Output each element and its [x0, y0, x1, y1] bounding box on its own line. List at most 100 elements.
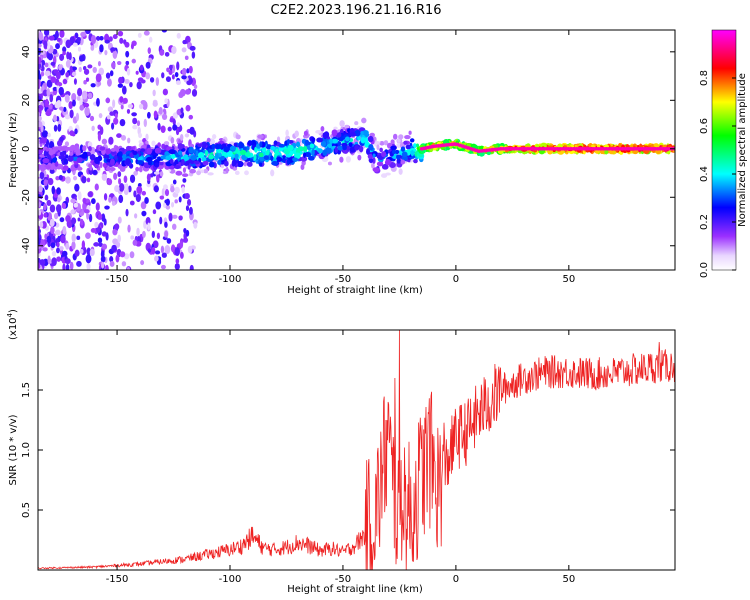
noise-blob [123, 175, 128, 183]
noise-blob [77, 217, 81, 222]
noise-blob [59, 53, 65, 61]
noise-blob [357, 154, 362, 161]
noise-blob [129, 81, 133, 88]
noise-blob [186, 68, 190, 74]
noise-blob [106, 115, 111, 120]
noise-blob [164, 98, 168, 104]
noise-blob [397, 138, 401, 143]
noise-blob [146, 173, 151, 182]
ridge-blob [320, 140, 327, 147]
noise-blob [119, 251, 126, 258]
noise-blob [75, 112, 80, 122]
ridge-blob [349, 146, 356, 153]
noise-blob [398, 134, 404, 140]
noise-blob [97, 237, 103, 244]
noise-blob [98, 242, 103, 247]
noise-blob [212, 134, 217, 140]
noise-blob [62, 225, 67, 235]
ridge-blob [146, 147, 153, 155]
noise-blob [285, 129, 289, 137]
noise-blob [56, 37, 61, 42]
noise-blob [38, 120, 43, 128]
noise-blob [97, 81, 102, 86]
ridge-blob [237, 142, 245, 149]
ridge-blob [204, 149, 209, 157]
noise-blob [176, 32, 181, 39]
ridge-blob [273, 140, 278, 146]
noise-blob [38, 43, 42, 48]
noise-blob [119, 118, 126, 127]
noise-blob [147, 222, 151, 231]
noise-blob [59, 30, 65, 38]
noise-blob [156, 232, 161, 240]
ridge-blob [405, 144, 411, 150]
colorbar-gradient [711, 29, 737, 271]
noise-blob [38, 31, 44, 41]
ridge-blob [164, 151, 170, 157]
noise-blob [132, 124, 138, 130]
noise-blob [108, 196, 112, 203]
noise-blob [179, 240, 184, 249]
noise-blob [155, 77, 160, 86]
noise-blob [116, 61, 122, 66]
ridge-blob [95, 164, 99, 169]
noise-blob [74, 183, 80, 192]
noise-blob [145, 61, 151, 69]
ridge-blob [140, 148, 146, 152]
ridge-blob [201, 141, 207, 148]
noise-blob [200, 169, 205, 174]
noise-blob [39, 171, 45, 180]
noise-blob [160, 245, 165, 254]
noise-blob [276, 136, 281, 143]
noise-blob [179, 134, 184, 141]
noise-blob [87, 64, 93, 69]
ridge-blob [154, 162, 160, 168]
noise-blob [92, 66, 97, 73]
ridge-blob [302, 145, 308, 152]
noise-blob [56, 140, 63, 147]
ridge-blob [412, 143, 417, 149]
noise-blob [83, 102, 90, 108]
ridge-blob [274, 148, 279, 156]
noise-blob [151, 246, 156, 255]
noise-blob [113, 117, 119, 125]
ridge-blob [201, 156, 207, 162]
noise-blob [62, 46, 67, 53]
ridge-blob [270, 145, 276, 151]
ridge-blob [99, 161, 103, 168]
noise-blob [185, 205, 190, 212]
noise-blob [38, 178, 43, 187]
ridge-blob [322, 149, 328, 156]
noise-blob [65, 71, 70, 78]
ridge-blob [254, 146, 258, 153]
noise-blob [159, 195, 165, 200]
noise-blob [113, 172, 118, 180]
noise-blob [38, 185, 43, 193]
noise-blob [185, 229, 190, 237]
noise-blob [164, 230, 169, 238]
noise-blob [164, 245, 171, 255]
ridge-blob [69, 151, 74, 156]
spectrogram-panel: -150 -100 -50 0 50 -40 -20 0 20 40 Height of stra… [8, 29, 676, 296]
noise-blob [167, 126, 172, 132]
noise-blob [54, 30, 59, 39]
ridge-blob [125, 158, 131, 165]
noise-blob [116, 133, 122, 138]
noise-blob [51, 251, 57, 257]
noise-blob [135, 193, 141, 203]
ridge-blob [177, 143, 184, 150]
noise-blob [47, 177, 54, 186]
noise-blob [56, 241, 60, 248]
noise-blob [98, 67, 105, 76]
ridge-blob [249, 158, 254, 163]
ridge-blob [110, 151, 117, 155]
ridge-blob [390, 145, 397, 151]
noise-blob [179, 251, 184, 259]
ridge-blob [359, 145, 364, 153]
noise-blob [396, 142, 401, 148]
ridge-blob [118, 164, 122, 169]
x-tick-label: -100 [219, 274, 242, 285]
noise-blob [171, 46, 177, 55]
noise-blob [78, 55, 85, 62]
noise-blob [76, 235, 81, 240]
